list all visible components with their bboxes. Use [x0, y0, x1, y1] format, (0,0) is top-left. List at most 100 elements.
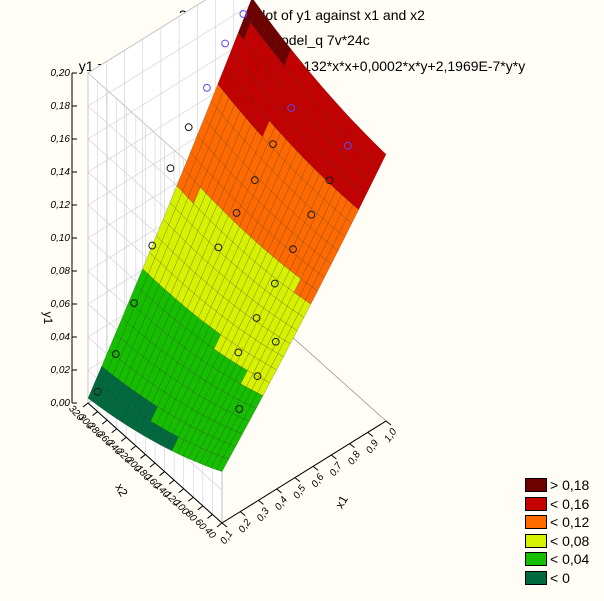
z-tick-label: 0,04 [51, 332, 71, 343]
data-point [148, 241, 157, 250]
legend-label: < 0,08 [550, 532, 590, 549]
legend-label: < 0,16 [550, 495, 590, 512]
x1-tick [331, 454, 337, 460]
legend-swatch [525, 570, 547, 585]
legend-label: < 0 [550, 569, 570, 586]
data-point [166, 164, 175, 173]
x1-tick [349, 443, 355, 449]
z-tick-label: 0,12 [51, 200, 71, 211]
x2-tick [187, 496, 194, 502]
legend-item: < 0 [525, 569, 589, 588]
legend-swatch [525, 533, 547, 548]
data-point [221, 39, 230, 48]
x1-tick-label: 1,0 [382, 426, 399, 444]
z-tick-label: 0,10 [51, 233, 71, 244]
z-tick-label: 0,18 [51, 101, 71, 112]
x2-tick [149, 462, 156, 468]
z-tick-label: 0,20 [51, 68, 71, 79]
grid-line [87, 3, 253, 107]
x1-tick [312, 465, 319, 471]
x1-tick-label: 0,4 [273, 494, 290, 512]
legend-label: < 0,04 [550, 551, 590, 568]
data-point [235, 405, 244, 413]
x2-tick [140, 454, 146, 459]
data-point [184, 123, 193, 132]
data-point [343, 141, 352, 150]
x1-tick [258, 499, 264, 505]
x2-tick [120, 436, 127, 442]
x1-tick [294, 477, 301, 483]
legend-swatch [525, 552, 547, 567]
x1-axis-line [221, 420, 387, 524]
z-tick-label: 0,06 [51, 299, 71, 310]
x1-tick-label: 0,5 [291, 483, 308, 501]
grid-line [87, 0, 206, 74]
x1-tick [276, 488, 282, 494]
legend: > 0,18 < 0,16 < 0,12 < 0,08 < 0,04 < 0 [525, 476, 589, 587]
z-tick-label: 0,00 [51, 398, 71, 409]
x1-axis-title: x1 [332, 493, 351, 511]
legend-label: < 0,12 [550, 514, 590, 531]
data-point [93, 387, 102, 396]
x1-tick-label: 0,2 [237, 517, 254, 535]
legend-item: > 0,18 [525, 476, 589, 495]
legend-item: < 0,04 [525, 550, 589, 569]
x1-tick-label: 0,1 [218, 529, 235, 547]
grid-line [87, 36, 253, 140]
legend-swatch [525, 478, 547, 493]
x2-tick [92, 411, 98, 416]
x2-tick [168, 479, 175, 485]
legend-item: < 0,16 [525, 495, 589, 514]
data-point [289, 245, 297, 254]
x1-tick-label: 0,6 [310, 472, 327, 490]
observed-points [93, 10, 352, 413]
x1-tick [221, 522, 228, 528]
data-point [269, 140, 277, 148]
data-point [130, 299, 138, 308]
x1-tick-label: 0,9 [364, 438, 381, 456]
x2-tick [159, 471, 165, 476]
x2-tick [82, 402, 89, 408]
data-point [325, 176, 334, 185]
legend-item: < 0,12 [525, 513, 589, 532]
x2-tick [101, 419, 108, 425]
data-point [232, 209, 241, 217]
x1-tick-label: 0,8 [346, 449, 363, 467]
data-point [203, 83, 211, 92]
x2-tick [178, 488, 185, 494]
x1-tick-label: 0,3 [255, 506, 272, 524]
z-tick-label: 0,02 [51, 365, 71, 376]
surface-mesh [87, 0, 387, 472]
data-point [271, 337, 280, 346]
legend-label: > 0,18 [550, 477, 590, 494]
x2-tick [111, 428, 118, 434]
data-point [253, 372, 262, 381]
data-point [307, 210, 316, 219]
x2-tick [130, 445, 137, 451]
x2-tick [216, 522, 223, 528]
data-point [111, 350, 120, 358]
z-axis-title: y1 [41, 312, 55, 325]
z-tick-label: 0,08 [51, 266, 71, 277]
z-tick-label: 0,16 [51, 134, 71, 145]
x1-tick [239, 511, 246, 517]
legend-item: < 0,08 [525, 532, 589, 551]
x2-tick [197, 505, 204, 511]
x2-axis-title: x2 [112, 481, 131, 499]
data-point [234, 348, 243, 357]
data-point [239, 10, 248, 18]
z-tick-label: 0,14 [51, 167, 71, 178]
legend-swatch [525, 515, 547, 530]
x1-tick [367, 431, 374, 437]
legend-swatch [525, 496, 547, 511]
x2-tick [207, 514, 213, 519]
data-point [214, 243, 223, 252]
surface-cell [373, 148, 387, 169]
x1-tick [385, 420, 392, 426]
data-point [270, 279, 279, 288]
data-point [252, 314, 261, 322]
data-point [250, 176, 259, 185]
x1-tick-label: 0,7 [328, 460, 345, 478]
data-point [287, 104, 296, 112]
